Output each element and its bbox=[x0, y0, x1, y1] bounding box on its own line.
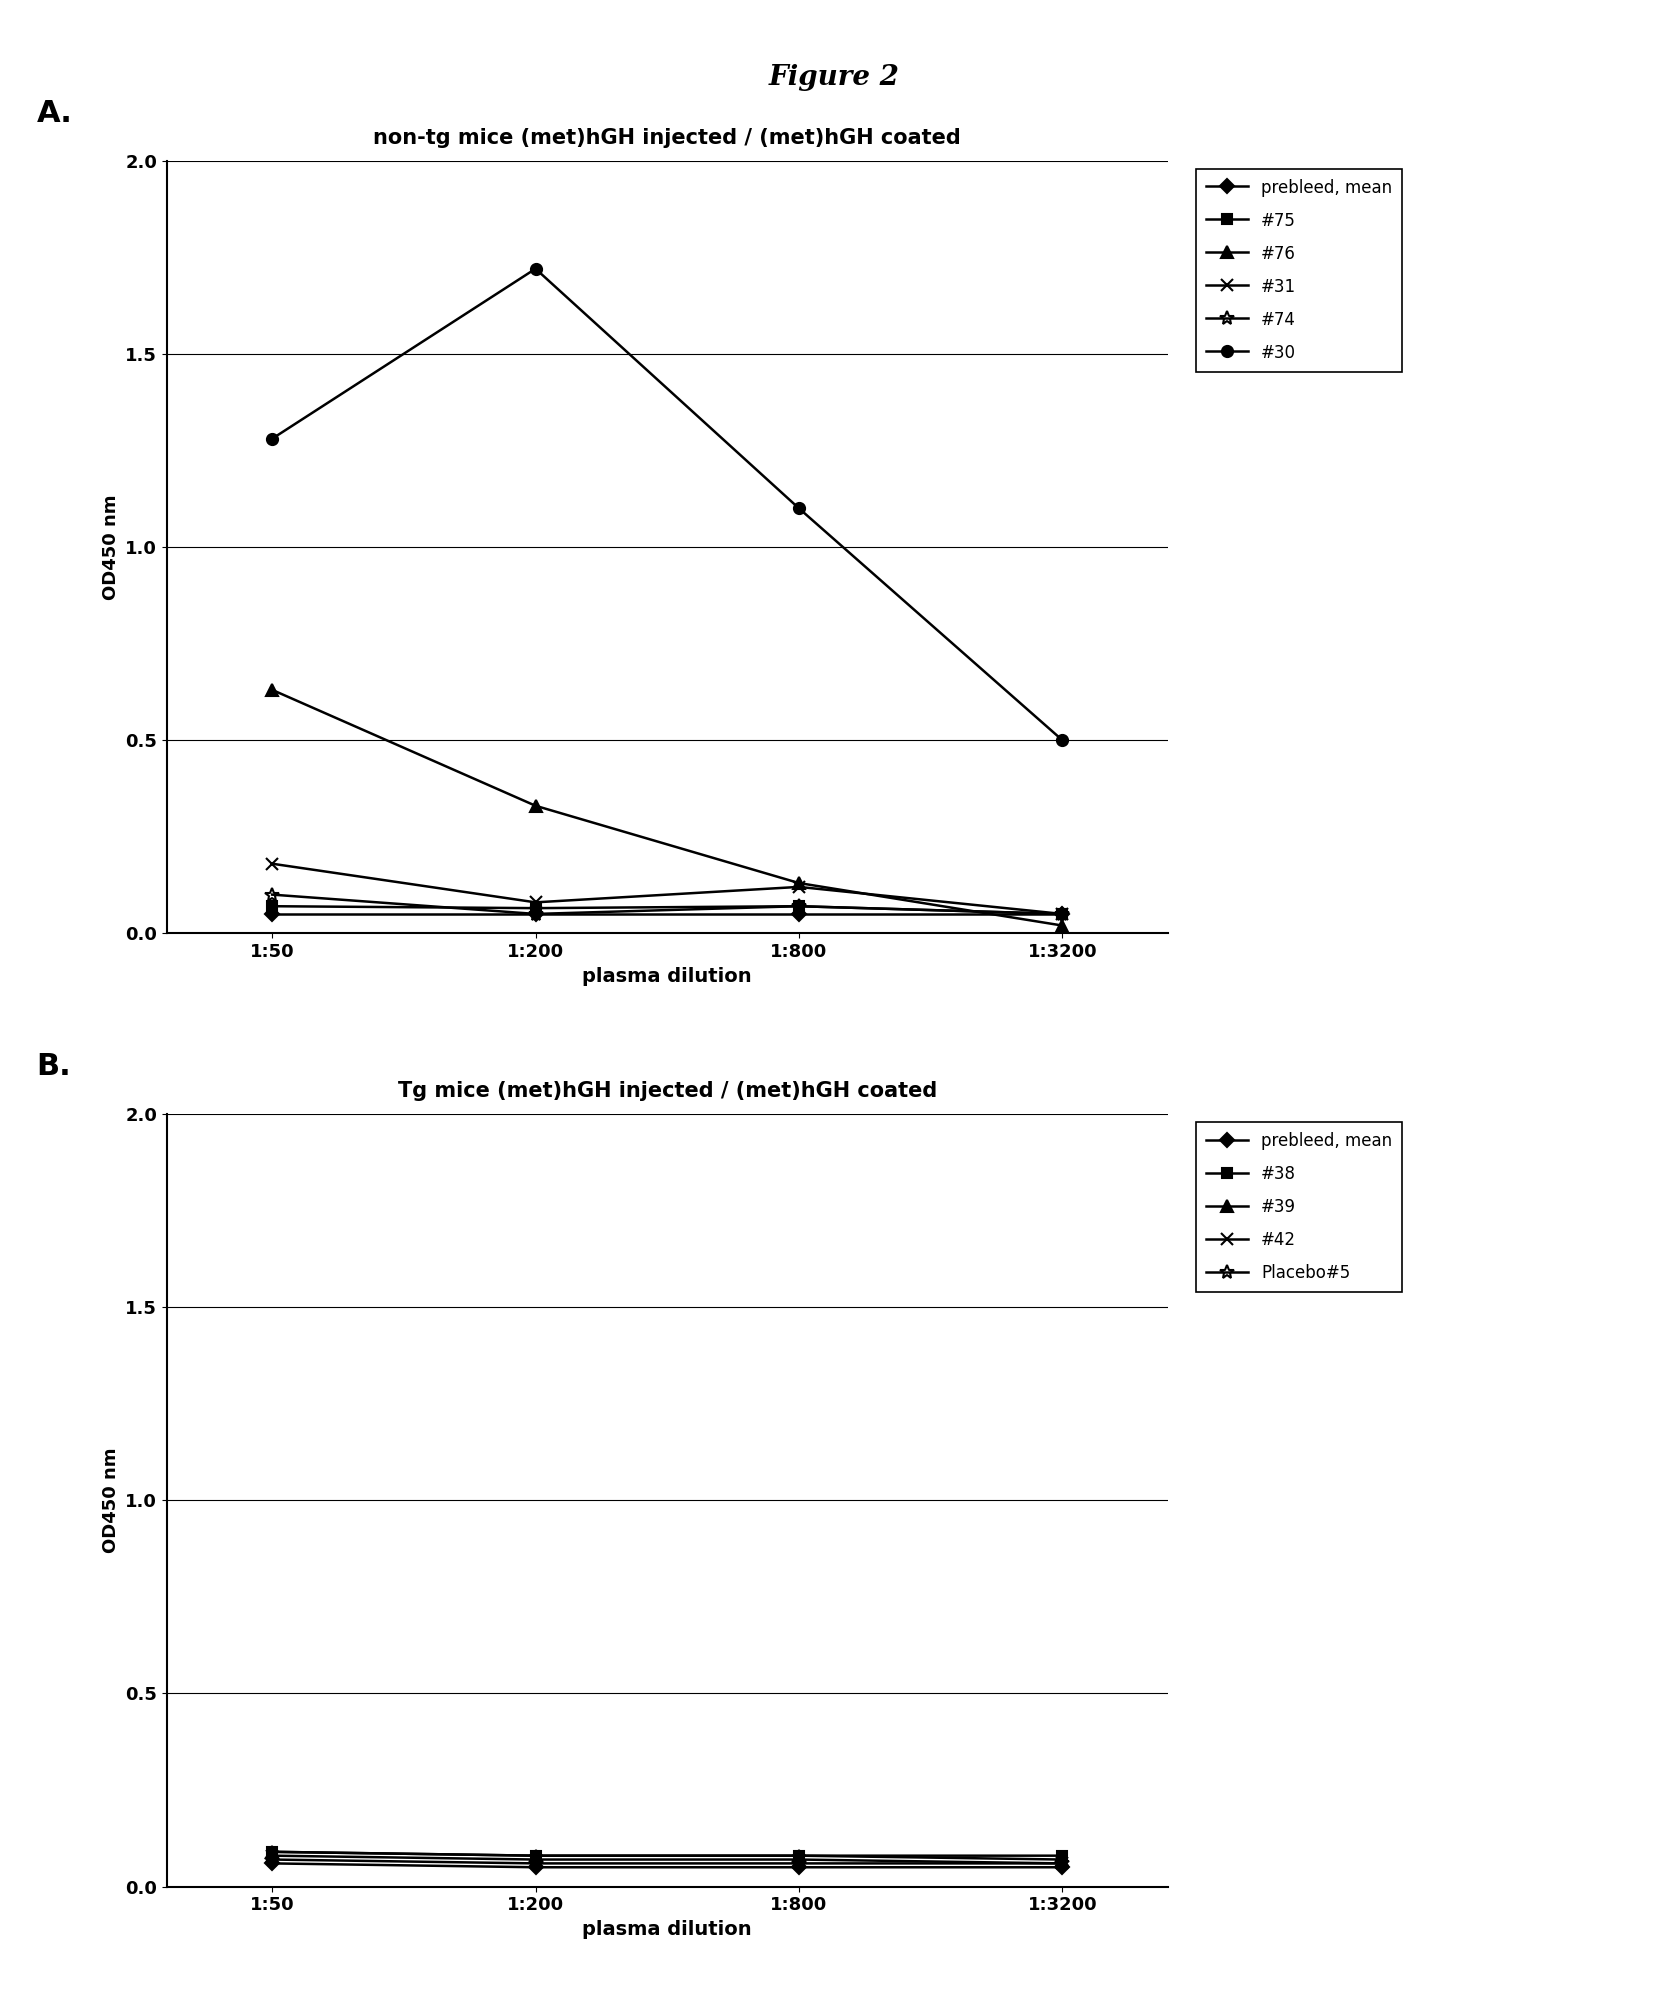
Y-axis label: OD450 nm: OD450 nm bbox=[102, 1447, 120, 1553]
#42 bbox=[1053, 1850, 1073, 1875]
Title: Tg mice (met)hGH injected / (met)hGH coated: Tg mice (met)hGH injected / (met)hGH coa… bbox=[397, 1082, 937, 1102]
Line: prebleed, mean: prebleed, mean bbox=[267, 1858, 1068, 1873]
#31 bbox=[789, 875, 809, 899]
prebleed, mean bbox=[262, 1850, 282, 1875]
#42 bbox=[525, 1848, 545, 1873]
Line: #39: #39 bbox=[267, 1846, 1068, 1865]
Title: non-tg mice (met)hGH injected / (met)hGH coated: non-tg mice (met)hGH injected / (met)hGH… bbox=[374, 128, 961, 149]
#38 bbox=[1053, 1844, 1073, 1869]
X-axis label: plasma dilution: plasma dilution bbox=[582, 967, 752, 985]
Placebo#5 bbox=[262, 1848, 282, 1873]
#42 bbox=[262, 1844, 282, 1869]
Placebo#5 bbox=[1053, 1850, 1073, 1875]
#76 bbox=[525, 793, 545, 817]
Line: #76: #76 bbox=[267, 684, 1068, 931]
X-axis label: plasma dilution: plasma dilution bbox=[582, 1921, 752, 1939]
#75 bbox=[525, 895, 545, 919]
#74 bbox=[525, 901, 545, 925]
prebleed, mean bbox=[1053, 901, 1073, 925]
#74 bbox=[262, 883, 282, 907]
Placebo#5 bbox=[525, 1850, 545, 1875]
#38 bbox=[262, 1840, 282, 1865]
Legend: prebleed, mean, #38, #39, #42, Placebo#5: prebleed, mean, #38, #39, #42, Placebo#5 bbox=[1196, 1122, 1403, 1293]
#76 bbox=[789, 871, 809, 895]
#31 bbox=[262, 851, 282, 875]
#30 bbox=[1053, 729, 1073, 753]
#30 bbox=[789, 496, 809, 520]
#74 bbox=[789, 895, 809, 919]
Text: B.: B. bbox=[37, 1052, 72, 1082]
#38 bbox=[525, 1844, 545, 1869]
Line: #30: #30 bbox=[267, 263, 1068, 747]
Line: #31: #31 bbox=[267, 859, 1068, 919]
#30 bbox=[262, 427, 282, 452]
prebleed, mean bbox=[262, 901, 282, 925]
prebleed, mean bbox=[789, 1854, 809, 1879]
prebleed, mean bbox=[525, 901, 545, 925]
Line: #75: #75 bbox=[267, 901, 1068, 919]
#75 bbox=[1053, 901, 1073, 925]
Line: #38: #38 bbox=[267, 1846, 1068, 1860]
Text: A.: A. bbox=[37, 98, 73, 128]
Placebo#5 bbox=[789, 1850, 809, 1875]
#31 bbox=[1053, 901, 1073, 925]
#76 bbox=[262, 678, 282, 702]
#75 bbox=[262, 895, 282, 919]
prebleed, mean bbox=[789, 901, 809, 925]
Line: #74: #74 bbox=[265, 887, 1069, 921]
#30 bbox=[525, 257, 545, 281]
Line: Placebo#5: Placebo#5 bbox=[265, 1852, 1069, 1871]
#39 bbox=[1053, 1848, 1073, 1873]
prebleed, mean bbox=[1053, 1854, 1073, 1879]
Text: Figure 2: Figure 2 bbox=[769, 64, 899, 90]
#74 bbox=[1053, 901, 1073, 925]
Line: #42: #42 bbox=[267, 1850, 1068, 1869]
Y-axis label: OD450 nm: OD450 nm bbox=[102, 494, 120, 600]
#42 bbox=[789, 1848, 809, 1873]
#75 bbox=[789, 895, 809, 919]
#76 bbox=[1053, 913, 1073, 937]
Line: prebleed, mean: prebleed, mean bbox=[267, 909, 1068, 919]
prebleed, mean bbox=[525, 1854, 545, 1879]
#39 bbox=[789, 1844, 809, 1869]
#31 bbox=[525, 891, 545, 915]
#39 bbox=[525, 1844, 545, 1869]
#38 bbox=[789, 1844, 809, 1869]
#39 bbox=[262, 1840, 282, 1865]
Legend: prebleed, mean, #75, #76, #31, #74, #30: prebleed, mean, #75, #76, #31, #74, #30 bbox=[1196, 169, 1403, 371]
